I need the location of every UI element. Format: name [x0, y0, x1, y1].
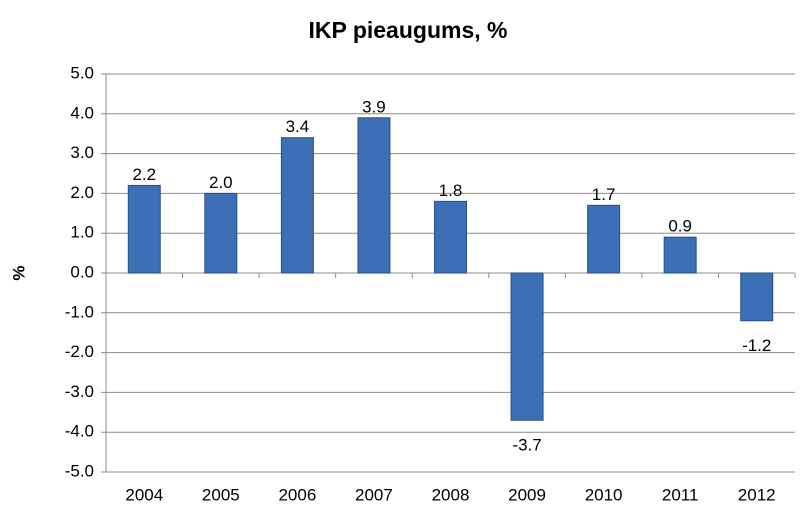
y-tick-label: 4.0: [70, 103, 94, 122]
bar: [127, 184, 161, 274]
y-axis-label: %: [9, 265, 28, 280]
y-tick-label: 3.0: [70, 143, 94, 162]
bar: [434, 200, 467, 274]
data-label: 2.0: [209, 173, 233, 192]
y-tick-label: 1.0: [70, 223, 94, 242]
x-tick-label: 2005: [202, 485, 240, 504]
y-tick-label: -4.0: [65, 422, 94, 441]
data-label: 3.4: [286, 117, 310, 136]
y-tick-label: -1.0: [65, 302, 94, 321]
bar: [740, 272, 774, 322]
data-label: 1.8: [439, 181, 463, 200]
y-tick-label: 5.0: [70, 63, 94, 82]
data-label: 1.7: [592, 185, 616, 204]
data-label: -1.2: [742, 336, 771, 355]
bar: [663, 236, 697, 274]
y-tick-label: -5.0: [65, 461, 94, 480]
bar: [280, 137, 314, 274]
chart-title: IKP pieaugums, %: [309, 17, 508, 43]
bar: [357, 117, 391, 274]
data-label: 0.9: [668, 217, 692, 236]
x-tick-label: 2008: [432, 485, 470, 504]
data-label: 2.2: [132, 165, 156, 184]
x-tick-label: 2010: [585, 485, 623, 504]
bar: [587, 204, 621, 274]
y-tick-label: -2.0: [65, 342, 94, 361]
y-tick-label: -3.0: [65, 382, 94, 401]
x-tick-label: 2007: [355, 485, 393, 504]
x-tick-label: 2012: [738, 485, 776, 504]
x-tick-label: 2004: [125, 485, 163, 504]
data-label: 3.9: [362, 97, 386, 116]
x-tick-label: 2006: [278, 485, 316, 504]
x-tick-label: 2011: [662, 485, 699, 504]
y-tick-label: 0.0: [70, 262, 94, 281]
y-tick-label: 2.0: [70, 183, 94, 202]
x-tick-label: 2009: [508, 485, 546, 504]
data-label: -3.7: [512, 436, 541, 455]
bar: [510, 272, 544, 421]
bar: [204, 192, 238, 274]
